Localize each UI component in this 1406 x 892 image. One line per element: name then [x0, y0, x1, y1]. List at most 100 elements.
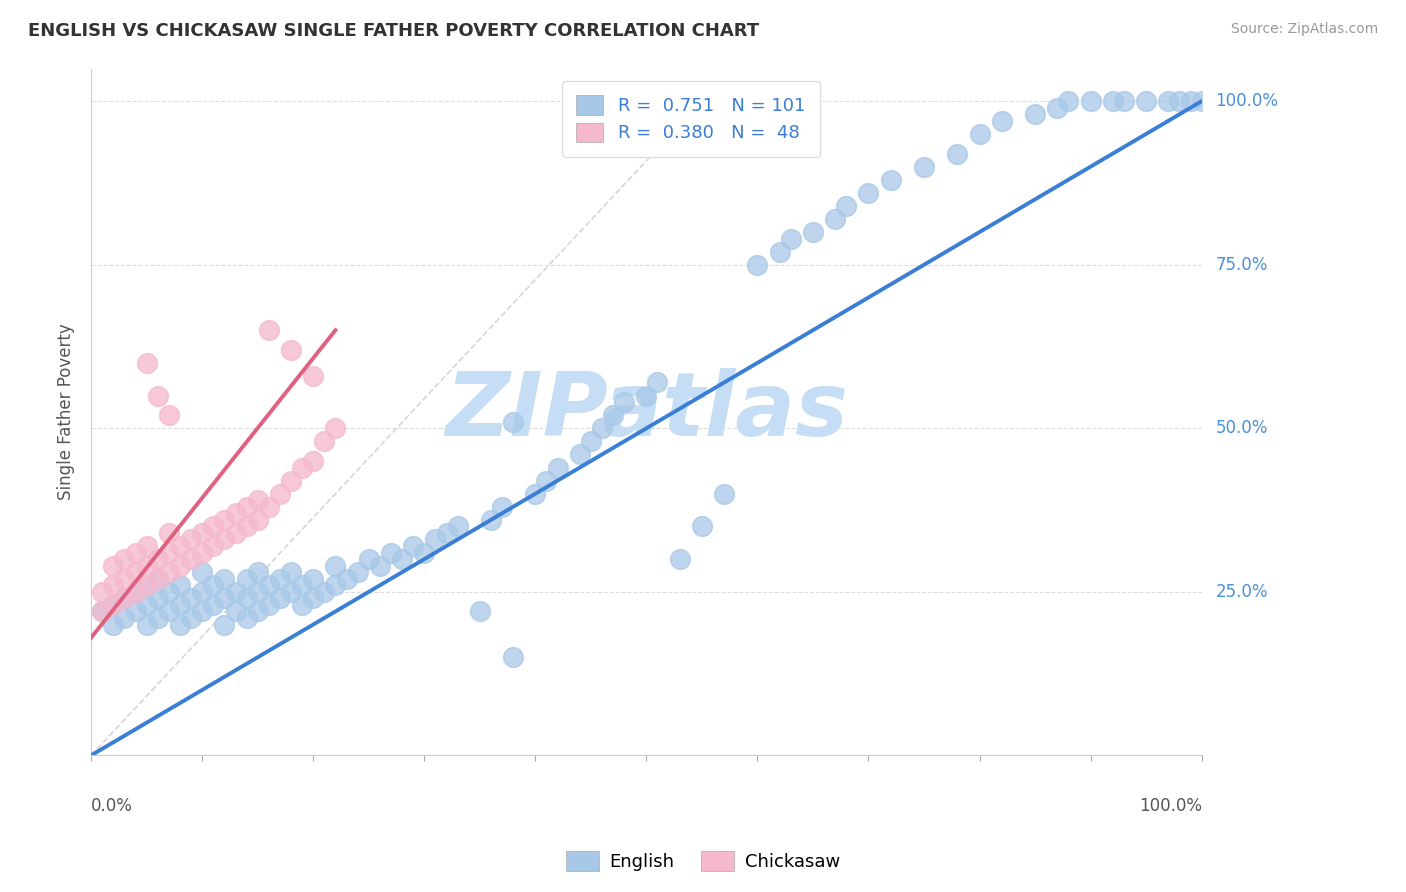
Point: [124, 604, 146, 618]
Point: [325, 558, 347, 573]
Point: [613, 395, 636, 409]
Text: ENGLISH VS CHICKASAW SINGLE FATHER POVERTY CORRELATION CHART: ENGLISH VS CHICKASAW SINGLE FATHER POVER…: [28, 22, 759, 40]
Point: [157, 565, 180, 579]
Point: [191, 584, 214, 599]
Point: [202, 519, 225, 533]
Point: [690, 519, 713, 533]
Point: [246, 604, 269, 618]
Point: [579, 434, 602, 449]
Text: 25.0%: 25.0%: [1216, 582, 1268, 601]
Point: [225, 525, 247, 540]
Point: [114, 552, 136, 566]
Point: [713, 486, 735, 500]
Point: [302, 572, 325, 586]
Point: [191, 565, 214, 579]
Point: [990, 113, 1012, 128]
Point: [280, 584, 302, 599]
Point: [124, 545, 146, 559]
Point: [779, 231, 801, 245]
Point: [191, 545, 214, 559]
Point: [91, 604, 114, 618]
Point: [180, 533, 202, 547]
Point: [214, 572, 236, 586]
Text: 100.0%: 100.0%: [1216, 92, 1278, 111]
Point: [335, 572, 357, 586]
Point: [824, 211, 846, 226]
Point: [214, 513, 236, 527]
Point: [647, 376, 669, 390]
Point: [146, 611, 169, 625]
Point: [468, 604, 491, 618]
Point: [202, 539, 225, 553]
Text: 100.0%: 100.0%: [1139, 797, 1202, 814]
Point: [602, 408, 624, 422]
Text: Source: ZipAtlas.com: Source: ZipAtlas.com: [1230, 22, 1378, 37]
Point: [135, 598, 157, 612]
Point: [225, 604, 247, 618]
Point: [502, 415, 524, 429]
Point: [1191, 94, 1213, 108]
Point: [135, 617, 157, 632]
Point: [391, 552, 413, 566]
Point: [202, 578, 225, 592]
Point: [214, 533, 236, 547]
Point: [157, 525, 180, 540]
Point: [302, 368, 325, 383]
Point: [235, 611, 257, 625]
Point: [169, 578, 191, 592]
Point: [1024, 107, 1046, 121]
Legend: R =  0.751   N = 101, R =  0.380   N =  48: R = 0.751 N = 101, R = 0.380 N = 48: [562, 81, 820, 157]
Point: [591, 421, 613, 435]
Point: [146, 388, 169, 402]
Point: [214, 617, 236, 632]
Point: [1157, 94, 1180, 108]
Point: [246, 513, 269, 527]
Point: [524, 486, 547, 500]
Point: [257, 598, 280, 612]
Point: [135, 356, 157, 370]
Legend: English, Chickasaw: English, Chickasaw: [558, 844, 848, 879]
Point: [1080, 94, 1102, 108]
Point: [269, 591, 291, 606]
Point: [191, 604, 214, 618]
Point: [314, 434, 336, 449]
Point: [180, 591, 202, 606]
Point: [114, 591, 136, 606]
Point: [280, 565, 302, 579]
Point: [157, 408, 180, 422]
Point: [325, 578, 347, 592]
Point: [225, 584, 247, 599]
Point: [1112, 94, 1135, 108]
Point: [246, 584, 269, 599]
Point: [1135, 94, 1157, 108]
Point: [668, 552, 690, 566]
Point: [368, 558, 391, 573]
Y-axis label: Single Father Poverty: Single Father Poverty: [58, 324, 75, 500]
Point: [169, 558, 191, 573]
Point: [246, 565, 269, 579]
Text: ZIPatlas: ZIPatlas: [444, 368, 848, 456]
Point: [135, 558, 157, 573]
Point: [402, 539, 425, 553]
Point: [1180, 94, 1202, 108]
Point: [235, 591, 257, 606]
Point: [114, 591, 136, 606]
Point: [425, 533, 447, 547]
Point: [103, 617, 125, 632]
Point: [135, 578, 157, 592]
Point: [91, 584, 114, 599]
Point: [135, 539, 157, 553]
Point: [157, 584, 180, 599]
Point: [325, 421, 347, 435]
Point: [169, 617, 191, 632]
Point: [202, 598, 225, 612]
Point: [246, 493, 269, 508]
Point: [103, 598, 125, 612]
Point: [235, 500, 257, 514]
Point: [1168, 94, 1191, 108]
Point: [502, 650, 524, 665]
Point: [180, 611, 202, 625]
Point: [124, 584, 146, 599]
Point: [280, 474, 302, 488]
Point: [536, 474, 558, 488]
